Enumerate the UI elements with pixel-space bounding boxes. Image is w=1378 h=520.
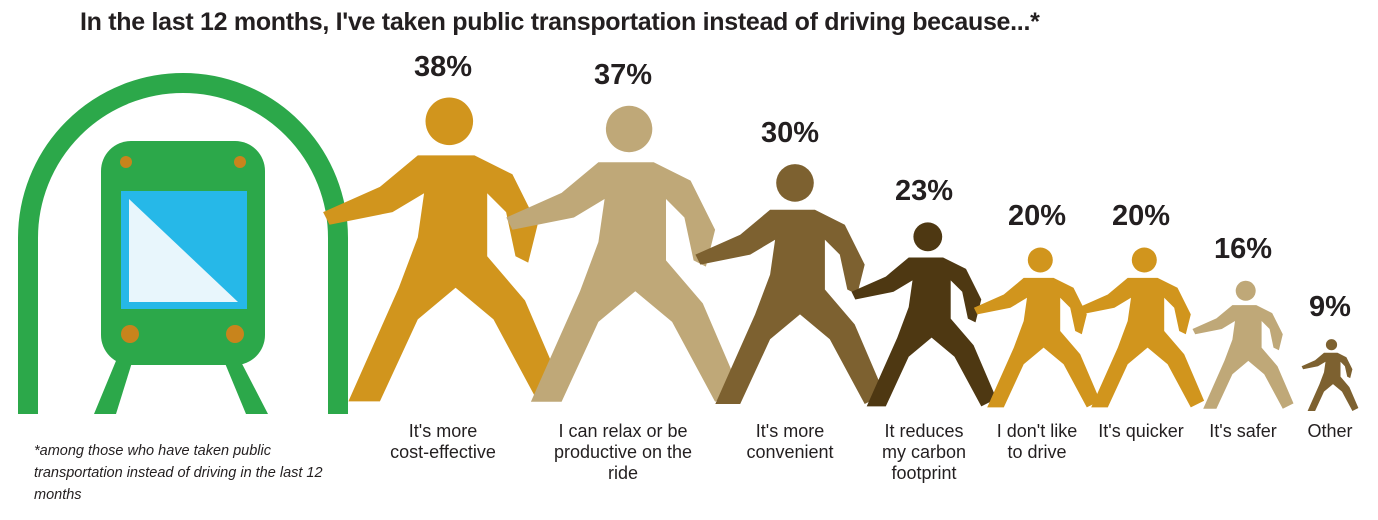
train-top-light-right [234, 156, 246, 168]
walking-person-icon [506, 105, 740, 402]
figure-body [695, 209, 885, 404]
figure-head [1027, 247, 1053, 273]
figure-body [1301, 352, 1359, 411]
footnote: *among those who have taken public trans… [34, 443, 323, 503]
category-label-line: ride [607, 463, 638, 483]
value-label: 38% [413, 50, 473, 83]
figure-body [506, 162, 740, 402]
category-label-line: Other [1307, 421, 1353, 441]
category-label-line: It's more [755, 421, 825, 441]
figure-head [1131, 247, 1157, 273]
train-top-light-left [120, 156, 132, 168]
category-label-line: It's quicker [1098, 421, 1184, 441]
value-label: 30% [760, 117, 820, 149]
category-label: It's quicker [1056, 421, 1226, 442]
train-headlight-right [226, 325, 244, 343]
figure-head [1235, 280, 1256, 301]
figure-head [425, 97, 474, 146]
figure-head [605, 105, 653, 153]
train-tunnel-icon [18, 73, 348, 414]
figure-body [973, 277, 1101, 408]
figure-body [1077, 277, 1205, 408]
category-label-line: I don't like [996, 421, 1078, 441]
value-label: 16% [1213, 233, 1273, 266]
category-label-line: cost-effective [390, 442, 496, 462]
walking-person-icon [695, 164, 885, 404]
value-label: 9% [1309, 291, 1351, 324]
figure-body [851, 257, 997, 407]
chart-title: In the last 12 months, I've taken public… [80, 8, 1040, 36]
walking-person-icon [851, 222, 997, 407]
category-label-line: to drive [1007, 442, 1067, 462]
walking-person-icon [1077, 247, 1205, 408]
category-label-line: It's more [408, 421, 478, 441]
category-label: I can relax or be productive on the ride [538, 421, 708, 484]
category-label: It's safer [1158, 421, 1328, 442]
figure-body [1192, 305, 1294, 409]
walking-person-icon [973, 247, 1101, 408]
train-leg-right [222, 356, 268, 414]
train-windshield-glare [129, 199, 238, 302]
value-label: 20% [1111, 200, 1171, 232]
figures-group [323, 97, 1359, 411]
train-leg-left [94, 356, 134, 414]
category-label-line: I can relax or be [558, 421, 688, 441]
figure-head [1325, 339, 1338, 351]
walking-person-icon [1192, 280, 1294, 409]
walking-person-icon [1301, 339, 1359, 411]
category-label-line: It's safer [1209, 421, 1277, 441]
value-label: 20% [1007, 200, 1067, 232]
value-label: 37% [593, 58, 653, 91]
category-label-line: It reduces [884, 421, 964, 441]
category-label: It's more cost-effective [358, 421, 528, 463]
value-label: 23% [894, 175, 954, 208]
category-label-line: footprint [891, 463, 957, 483]
figure-body [323, 155, 563, 402]
category-label-line: convenient [746, 442, 834, 462]
figure-head [913, 222, 943, 252]
category-label: It's more convenient [705, 421, 875, 463]
category-label-line: productive on the [553, 442, 693, 462]
category-label-line: my carbon [881, 442, 967, 462]
tunnel-arch [18, 73, 348, 414]
figure-head [776, 164, 814, 202]
category-label: Other [1245, 421, 1378, 442]
category-label: I don't like to drive [952, 421, 1122, 463]
walking-person-icon [323, 97, 563, 402]
train-headlight-left [121, 325, 139, 343]
category-label: It reduces my carbon footprint [839, 421, 1009, 484]
